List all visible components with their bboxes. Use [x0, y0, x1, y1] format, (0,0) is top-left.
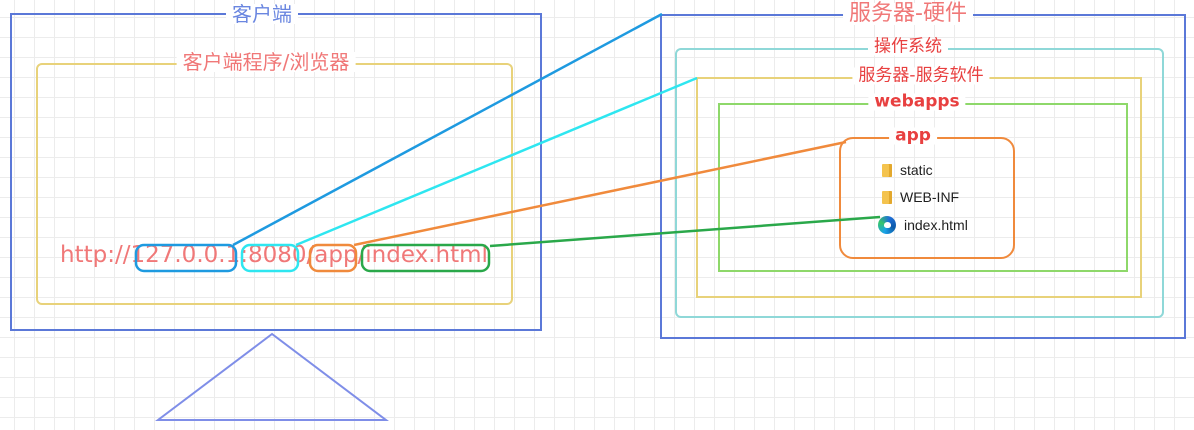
- url-file: index.html: [365, 242, 488, 268]
- file-name: index.html: [904, 217, 968, 233]
- highlight-app: [308, 243, 358, 273]
- client-title: 客户端: [226, 4, 298, 24]
- folder-icon: [882, 190, 892, 204]
- server-software-title: 服务器-服务软件: [852, 67, 990, 85]
- server-hardware-title: 服务器-硬件: [843, 3, 973, 25]
- file-index-html[interactable]: index.html: [878, 216, 968, 234]
- url-text: http://127.0.0.1:8080/app/index.html: [60, 244, 488, 267]
- highlight-file: [360, 243, 491, 273]
- connector-host-to-hardware: [232, 12, 663, 247]
- folder-icon: [882, 163, 892, 177]
- edge-browser-icon: [878, 216, 896, 234]
- connector-port-to-server-software: [295, 76, 698, 247]
- connector-app-to-app-folder: [353, 140, 847, 247]
- highlight-port: [240, 243, 300, 273]
- client-program-title: 客户端程序/浏览器: [176, 52, 356, 72]
- file-web-inf[interactable]: WEB-INF: [882, 189, 959, 205]
- file-static[interactable]: static: [882, 162, 933, 178]
- webapps-title: webapps: [868, 93, 966, 111]
- file-name: static: [900, 162, 933, 178]
- connector-file-to-index-html: [489, 215, 881, 248]
- monitor-stand-triangle: [155, 332, 389, 421]
- url-port: 8080: [247, 242, 307, 268]
- file-name: WEB-INF: [900, 189, 960, 205]
- os-title: 操作系统: [868, 38, 948, 56]
- url-host: 127.0.0.1: [130, 242, 241, 268]
- url-app: app: [314, 242, 358, 268]
- url-protocol: http://: [60, 242, 131, 268]
- highlight-host: [134, 243, 238, 273]
- url-sep-colon: :: [240, 242, 248, 268]
- app-title: app: [889, 127, 937, 145]
